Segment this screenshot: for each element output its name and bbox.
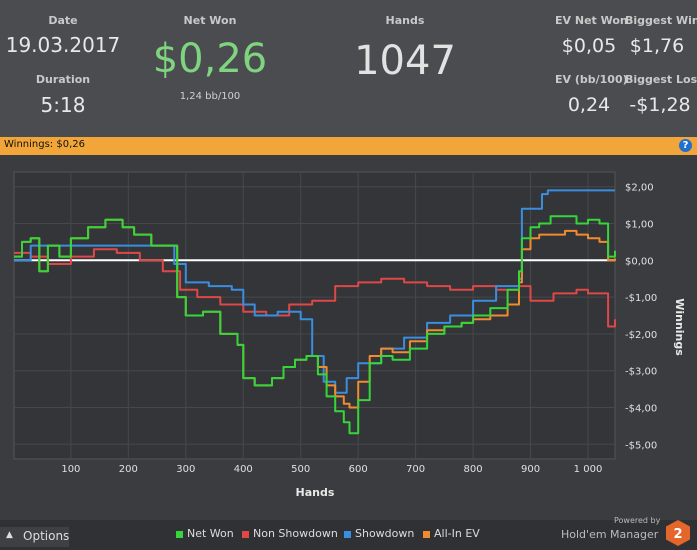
options-label: Options	[23, 529, 70, 543]
x-tick-label: 600	[349, 464, 368, 475]
x-tick-label: 400	[234, 464, 253, 475]
duration-label: Duration	[35, 73, 91, 86]
x-tick-label: 300	[176, 464, 195, 475]
net-won-bb: 1,24 bb/100	[179, 91, 241, 102]
duration-value: 5:18	[40, 93, 86, 117]
biggest-win-value: $1,76	[629, 35, 685, 57]
y-axis-ticks: $2,00 $1,00 $0,00 -$1,00 -$2,00 -$3,00 -$4,00 -…	[625, 183, 657, 452]
y-tick-label: -$3,00	[625, 367, 657, 378]
chevron-up-icon: ▲	[6, 530, 13, 540]
y-tick-label: -$4,00	[625, 403, 657, 414]
y-tick-label: $2,00	[625, 183, 654, 194]
hands-value: 1047	[354, 38, 456, 84]
help-icon[interactable]: ?	[679, 139, 692, 152]
legend-label: Net Won	[187, 527, 234, 540]
legend-item-non-showdown: Non Showdown	[242, 527, 338, 540]
net-won-label: Net Won	[183, 14, 237, 27]
date-label: Date	[48, 14, 78, 27]
legend-swatch	[344, 530, 351, 538]
legend-swatch	[176, 530, 183, 538]
series-line-non-showdown	[14, 248, 616, 328]
legend-label: Non Showdown	[253, 527, 338, 540]
ev-bb-value: 0,24	[567, 94, 611, 116]
legend-item-net-won: Net Won	[176, 527, 234, 540]
y-tick-label: -$5,00	[625, 440, 657, 451]
series-line-net-won	[14, 215, 616, 435]
biggest-loss-value: -$1,28	[629, 94, 691, 116]
plot-area	[13, 171, 616, 460]
hm2-logo-icon: 2	[666, 520, 690, 546]
x-tick-label: 900	[521, 464, 540, 475]
x-tick-label: 100	[61, 464, 80, 475]
legend-label: All-In EV	[434, 527, 480, 540]
legend-item-showdown: Showdown	[344, 527, 414, 540]
ev-net-won-value: $0,05	[561, 35, 617, 57]
y-tick-label: $1,00	[625, 220, 654, 231]
winnings-bar-text: Winnings: $0,26	[4, 139, 85, 150]
ev-net-won-label: EV Net Won	[555, 14, 628, 27]
legend-item-all-in-ev: All-In EV	[423, 527, 480, 540]
x-axis-title: Hands	[296, 486, 335, 499]
summary-panel: Date 19.03.2017 Duration 5:18 Net Won $0…	[0, 0, 697, 137]
legend-swatch	[423, 530, 430, 538]
legend-label: Showdown	[355, 527, 415, 540]
x-tick-label: 700	[406, 464, 425, 475]
brand-badge: 2	[673, 527, 682, 542]
powered-by-label: Powered by	[614, 516, 661, 525]
y-axis-title: Winnings	[673, 298, 686, 356]
date-value: 19.03.2017	[5, 33, 121, 57]
hands-label: Hands	[385, 14, 425, 27]
options-button[interactable]: ▲ Options	[0, 527, 69, 547]
y-tick-label: -$2,00	[625, 330, 657, 341]
net-won-value: $0,26	[152, 36, 268, 82]
x-tick-label: 500	[291, 464, 310, 475]
y-tick-label: -$1,00	[625, 293, 657, 304]
x-tick-label: 1 000	[574, 464, 603, 475]
biggest-win-label: Biggest Win	[625, 14, 697, 27]
x-tick-label: 800	[464, 464, 483, 475]
ev-bb-label: EV (bb/100)	[555, 73, 628, 86]
y-tick-label: $0,00	[625, 256, 654, 267]
legend-swatch	[242, 530, 249, 538]
winnings-bar: Winnings: $0,26 ?	[0, 137, 697, 155]
x-axis-ticks: 100 200 300 400 500 600 700 800 900 1 000	[61, 464, 602, 475]
x-tick-label: 200	[119, 464, 138, 475]
biggest-loss-label: Biggest Loss	[625, 73, 697, 86]
winnings-chart: 100 200 300 400 500 600 700 800 900 1 000 $2,00 $1…	[13, 171, 686, 499]
series-lines	[14, 189, 616, 435]
brand-name: Hold'em Manager	[561, 528, 659, 541]
